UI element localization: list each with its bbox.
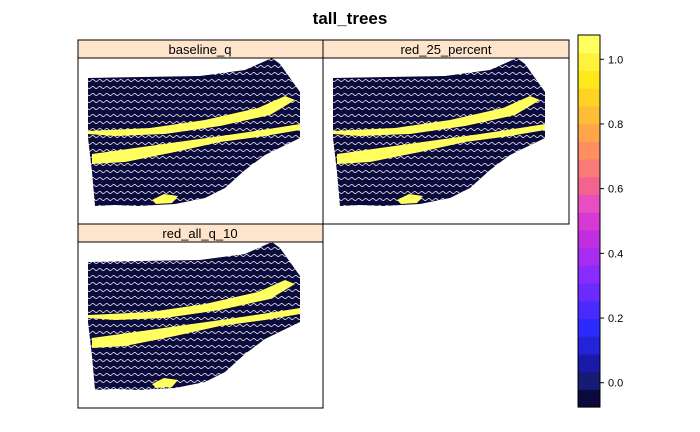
- colorbar-step: [578, 371, 600, 390]
- raster-map: [333, 58, 545, 206]
- colorbar-tick-label: 0.0: [608, 378, 623, 390]
- panel-red-25-percent: red_25_percent: [322, 39, 570, 225]
- panel-strip-label: red_all_q_10: [162, 226, 237, 241]
- colorbar-step: [578, 176, 600, 196]
- colorbar-step: [578, 389, 600, 408]
- colorbar: 0.0 0.2 0.4 0.6 0.8 1.0: [577, 34, 623, 408]
- colorbar-tick-label: 0.6: [608, 184, 623, 196]
- colorbar-ticks: 0.0 0.2 0.4 0.6 0.8 1.0: [600, 54, 623, 390]
- raster-map: [88, 242, 300, 390]
- colorbar-step: [578, 212, 600, 231]
- raster-stripe-class-1: [88, 96, 295, 136]
- colorbar-tick-label: 0.8: [608, 119, 623, 131]
- raster-blob-class-1: [152, 378, 178, 388]
- raster-stripe-class-1: [333, 96, 540, 136]
- colorbar-frame: [577, 34, 601, 408]
- colorbar-tick-label: 0.2: [608, 313, 623, 325]
- colorbar-step: [578, 229, 600, 249]
- raster-blob-class-1: [152, 194, 178, 204]
- raster-stripe-class-1: [337, 124, 545, 164]
- raster-stripe-class-1: [92, 124, 300, 164]
- colorbar-step: [578, 35, 600, 54]
- panel-red-all-q-10: red_all_q_10: [77, 223, 324, 409]
- raster-area-low: [88, 242, 300, 390]
- colorbar-tick-label: 0.4: [608, 248, 623, 260]
- colorbar-step: [578, 353, 600, 373]
- colorbar-step: [578, 247, 600, 266]
- panel-strip-label: baseline_q: [169, 42, 232, 57]
- raster-blob-class-1: [397, 194, 423, 204]
- colorbar-step: [578, 52, 600, 72]
- colorbar-step: [578, 88, 600, 107]
- raster-area-low: [88, 58, 300, 206]
- colorbar-step: [578, 105, 600, 125]
- colorbar-step: [578, 159, 600, 178]
- colorbar-step: [578, 194, 600, 213]
- chart-title: tall_trees: [313, 9, 388, 28]
- raster-area-low: [333, 58, 545, 206]
- colorbar-step: [578, 336, 600, 355]
- raster-stripe-class-1: [92, 308, 300, 348]
- colorbar-step: [578, 123, 600, 142]
- raster-stripe-class-1: [88, 280, 295, 320]
- colorbar-step: [578, 70, 600, 89]
- colorbar-step: [578, 283, 600, 302]
- colorbar-tick-label: 1.0: [608, 54, 623, 66]
- colorbar-step: [578, 265, 600, 284]
- colorbar-step: [578, 318, 600, 337]
- raster-map: [88, 58, 300, 206]
- colorbar-steps: [578, 35, 600, 408]
- colorbar-step: [578, 300, 600, 320]
- panel-baseline-q: baseline_q: [77, 39, 324, 225]
- colorbar-step: [578, 141, 600, 160]
- panel-strip-label: red_25_percent: [400, 42, 491, 57]
